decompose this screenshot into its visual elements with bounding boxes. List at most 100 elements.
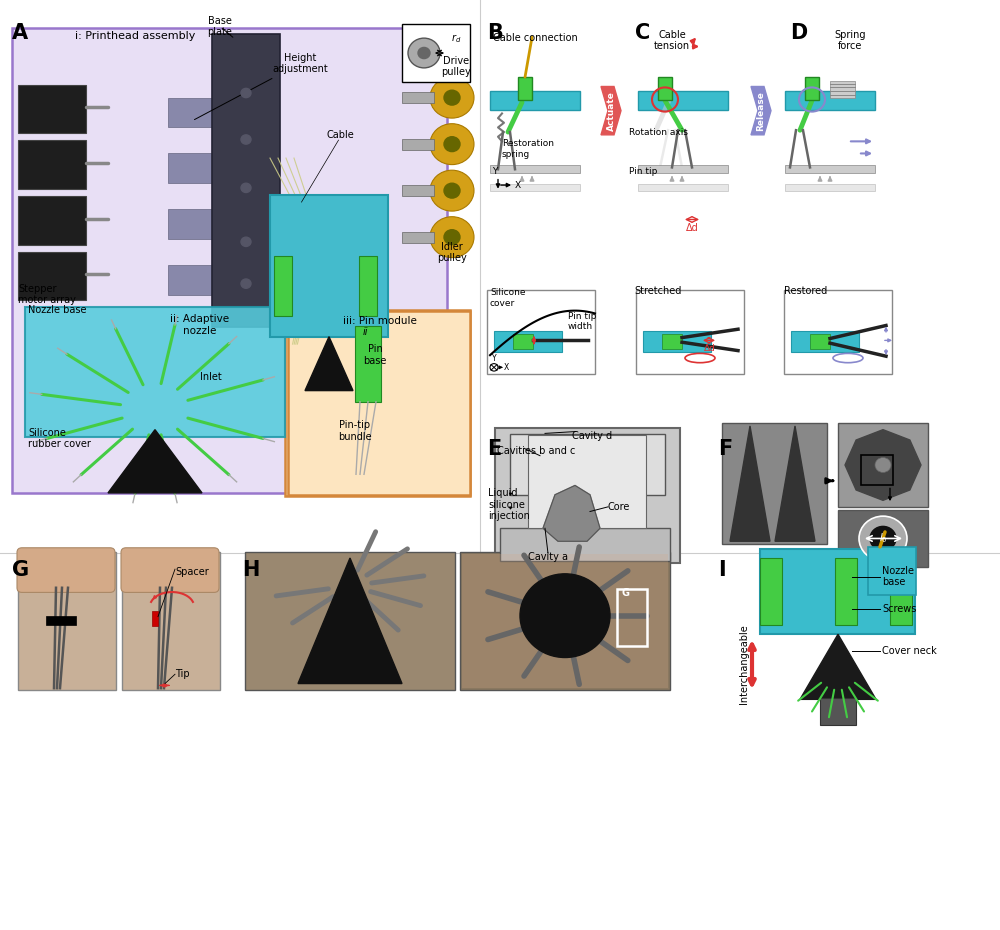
FancyBboxPatch shape (835, 558, 857, 625)
FancyBboxPatch shape (12, 28, 447, 493)
FancyBboxPatch shape (490, 184, 580, 191)
Text: Drive
pulley: Drive pulley (441, 56, 471, 77)
Text: Cavity d: Cavity d (572, 431, 612, 441)
Text: Release: Release (757, 91, 766, 130)
Text: G: G (12, 560, 29, 580)
FancyBboxPatch shape (18, 196, 86, 245)
FancyBboxPatch shape (402, 139, 434, 150)
FancyBboxPatch shape (487, 290, 595, 374)
Polygon shape (108, 430, 202, 493)
Text: I: I (718, 560, 726, 580)
FancyBboxPatch shape (17, 548, 115, 592)
Circle shape (241, 88, 251, 98)
FancyBboxPatch shape (838, 423, 928, 507)
Text: H: H (242, 560, 259, 580)
FancyBboxPatch shape (359, 256, 377, 316)
Circle shape (520, 574, 610, 658)
FancyBboxPatch shape (658, 77, 672, 100)
Text: Pin-tip
bundle: Pin-tip bundle (338, 420, 372, 442)
FancyBboxPatch shape (46, 616, 76, 625)
Text: D: D (790, 23, 807, 44)
Polygon shape (775, 426, 815, 541)
Circle shape (430, 124, 474, 165)
FancyBboxPatch shape (25, 307, 285, 437)
FancyBboxPatch shape (636, 290, 744, 374)
Text: Restoration
spring: Restoration spring (502, 140, 554, 159)
Text: Spacer: Spacer (175, 567, 209, 578)
FancyBboxPatch shape (288, 311, 470, 495)
Circle shape (859, 516, 907, 561)
Circle shape (444, 183, 460, 198)
FancyBboxPatch shape (18, 140, 86, 189)
FancyBboxPatch shape (212, 34, 280, 327)
Circle shape (444, 90, 460, 105)
Text: iii: Pin module: iii: Pin module (343, 316, 417, 326)
Text: Height
adjustment: Height adjustment (194, 53, 328, 120)
FancyBboxPatch shape (528, 435, 646, 528)
FancyBboxPatch shape (462, 554, 668, 688)
Text: Cable
tension: Cable tension (654, 30, 690, 51)
Text: Cavities b and c: Cavities b and c (497, 446, 575, 457)
FancyBboxPatch shape (838, 510, 928, 567)
Text: Screws: Screws (882, 604, 916, 614)
FancyBboxPatch shape (510, 434, 665, 495)
Polygon shape (543, 485, 600, 541)
FancyBboxPatch shape (402, 185, 434, 196)
FancyBboxPatch shape (643, 331, 711, 352)
Text: $r_d$: $r_d$ (451, 33, 461, 46)
FancyBboxPatch shape (18, 252, 86, 300)
Circle shape (430, 77, 474, 118)
Text: Cavity a: Cavity a (528, 552, 568, 563)
FancyBboxPatch shape (152, 611, 158, 626)
Text: Nozzle
base: Nozzle base (882, 565, 914, 588)
Text: B: B (487, 23, 503, 44)
FancyBboxPatch shape (274, 256, 292, 316)
Circle shape (241, 279, 251, 288)
FancyBboxPatch shape (820, 698, 856, 725)
FancyBboxPatch shape (785, 165, 875, 173)
Polygon shape (298, 558, 402, 684)
Circle shape (430, 217, 474, 258)
FancyBboxPatch shape (285, 310, 470, 496)
Text: Restored: Restored (784, 286, 828, 297)
Circle shape (241, 183, 251, 193)
Circle shape (875, 458, 891, 472)
FancyBboxPatch shape (122, 552, 220, 690)
FancyBboxPatch shape (495, 428, 680, 563)
FancyBboxPatch shape (638, 184, 728, 191)
FancyBboxPatch shape (500, 528, 670, 561)
FancyBboxPatch shape (402, 232, 434, 243)
Text: X: X (515, 181, 521, 191)
Text: Core: Core (608, 502, 630, 512)
Text: Silicone
cover: Silicone cover (490, 288, 526, 308)
Text: Base
plate: Base plate (208, 16, 233, 37)
FancyBboxPatch shape (805, 77, 819, 100)
Text: Cable: Cable (326, 130, 354, 140)
Polygon shape (845, 430, 921, 500)
FancyBboxPatch shape (490, 165, 580, 173)
Text: X: X (504, 363, 509, 372)
FancyBboxPatch shape (638, 91, 728, 110)
Text: Cover neck: Cover neck (882, 646, 937, 656)
FancyBboxPatch shape (402, 92, 434, 103)
Text: Inlet: Inlet (200, 372, 222, 382)
Text: Actuate: Actuate (606, 91, 616, 130)
Text: Stepper
motor array: Stepper motor array (18, 284, 76, 305)
Text: i: Printhead assembly: i: Printhead assembly (75, 31, 195, 41)
Polygon shape (601, 86, 621, 135)
FancyBboxPatch shape (890, 558, 912, 625)
FancyBboxPatch shape (168, 153, 216, 183)
FancyBboxPatch shape (121, 548, 219, 592)
Circle shape (418, 47, 430, 59)
Text: $l_0$: $l_0$ (879, 532, 887, 545)
Polygon shape (800, 634, 876, 699)
Text: Tip: Tip (175, 670, 190, 679)
Text: Interchangeable: Interchangeable (739, 624, 749, 704)
Polygon shape (305, 337, 353, 391)
FancyBboxPatch shape (494, 331, 562, 352)
FancyBboxPatch shape (638, 165, 728, 173)
Text: Rotation axis: Rotation axis (629, 128, 688, 138)
FancyBboxPatch shape (18, 552, 116, 690)
Circle shape (870, 526, 896, 551)
Circle shape (444, 230, 460, 245)
